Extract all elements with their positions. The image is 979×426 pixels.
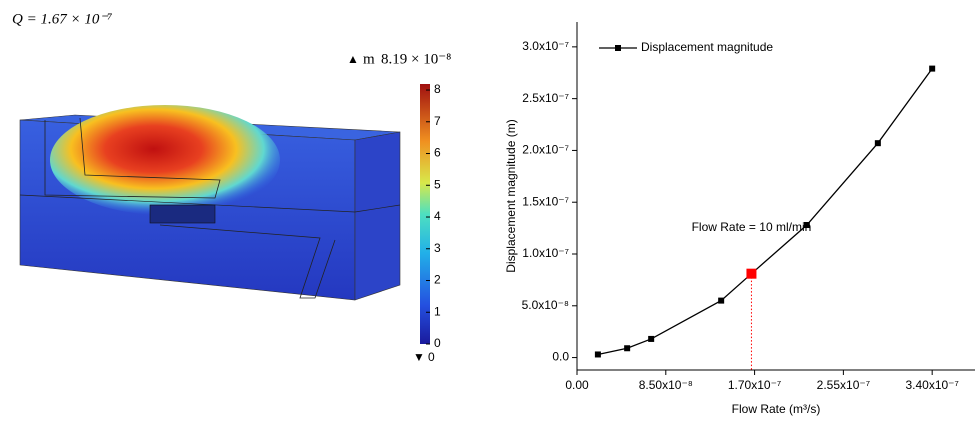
colorbar-tick-label: 3: [434, 241, 441, 255]
y-tick-label: 3.0x10⁻⁷: [522, 39, 569, 53]
colorbar-tick-label: 8: [434, 82, 441, 96]
colorbar-tick-label: 5: [434, 177, 441, 191]
data-point: [718, 297, 725, 304]
colorbar-tick-label: 6: [434, 146, 441, 160]
box-side: [354, 131, 401, 301]
max-label: 8.19 × 10⁻⁸: [381, 51, 451, 67]
data-point: [648, 335, 655, 342]
min-label: 0: [428, 350, 435, 364]
simulation-panel: Q = 1.67 × 10⁻⁷ ▲ m 8.19 × 10⁻⁸ ▼ 0: [12, 11, 451, 364]
legend-marker: [615, 45, 621, 51]
unit-label: m: [363, 51, 375, 67]
y-axis-label: Displacement magnitude (m): [504, 119, 518, 272]
y-tick-label: 2.0x10⁻⁷: [522, 143, 569, 157]
flow-label: Q = 1.67 × 10⁻⁷: [12, 11, 112, 27]
channel-outline: [44, 117, 221, 199]
y-tick-label: 5.0x10⁻⁸: [522, 298, 569, 312]
data-point: [746, 268, 757, 279]
chart: 0.0 5.0x10⁻⁸ 1.0x10⁻⁷ 1.5x10⁻⁷ 2.0x10⁻⁷ 2.5x1…: [504, 22, 975, 416]
x-tick-label: 3.40x10⁻⁷: [905, 378, 958, 392]
colorbar-tick-label: 2: [434, 273, 441, 287]
channel-outline: [159, 224, 336, 299]
data-point: [624, 345, 631, 352]
data-point: [594, 351, 601, 358]
data-point: [803, 222, 810, 228]
y-tick-label: 1.5x10⁻⁷: [522, 194, 569, 208]
y-tick-label: 2.5x10⁻⁷: [522, 91, 569, 105]
annotation: Flow Rate = 10 ml/min: [692, 220, 812, 234]
y-tick-label: 1.0x10⁻⁷: [522, 246, 569, 260]
x-axis-label: Flow Rate (m³/s): [732, 402, 821, 416]
legend-label: Displacement magnitude: [641, 40, 773, 54]
x-tick-label: 1.70x10⁻⁷: [728, 378, 781, 392]
colorbar-tick-label: 7: [434, 114, 441, 128]
colorbar-tick-label: 1: [434, 304, 441, 318]
x-tick-label: 2.55x10⁻⁷: [817, 378, 870, 392]
hot-region: [50, 105, 280, 215]
max-icon: ▲: [347, 52, 359, 66]
x-tick-label: 0.00: [565, 378, 589, 392]
colorbar-tick-label: 4: [434, 209, 441, 223]
data-point: [929, 65, 936, 72]
min-icon: ▼: [413, 350, 425, 364]
colorbar-tick-label: 0: [434, 336, 441, 350]
y-tick-label: 0.0: [552, 350, 569, 364]
x-tick-label: 8.50x10⁻⁸: [639, 378, 693, 392]
layer-line: [19, 194, 401, 213]
mesh-block: [149, 204, 216, 224]
series-line: [597, 68, 933, 356]
colorbar: [420, 84, 430, 344]
data-point: [874, 140, 881, 147]
